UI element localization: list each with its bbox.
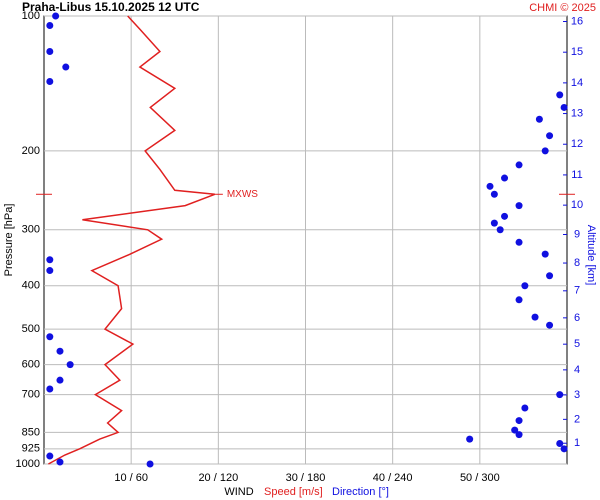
direction-point [56,376,64,384]
y2-axis-label: Altitude [km] [585,225,597,286]
x-tick-label: 20 / 120 [198,472,238,484]
y2-tick-label: 14 [571,77,583,89]
y-tick-label: 925 [22,443,40,455]
direction-point [515,296,523,304]
mxws-label: MXWS [227,189,258,200]
y2-tick-label: 15 [571,46,583,58]
y2-tick-label: 11 [571,169,582,181]
direction-point [56,347,64,355]
direction-point [52,12,60,20]
credit: CHMI © 2025 [529,2,596,14]
direction-point [490,219,498,227]
x-tick-label: 10 / 60 [114,472,148,484]
speed-line [48,15,216,465]
direction-point [541,147,549,155]
direction-point [546,321,554,329]
direction-point [531,313,539,321]
legend-direction: Direction [°] [332,486,389,498]
direction-point [546,132,554,140]
direction-point [146,460,154,468]
direction-point [501,212,509,220]
y-tick-label: 300 [22,224,40,236]
y-tick-label: 400 [22,280,40,292]
direction-point [490,190,498,198]
y-tick-label: 700 [22,389,40,401]
y2-tick-label: 8 [574,257,580,269]
direction-point [486,182,494,190]
y2-tick-label: 2 [574,413,580,425]
direction-point [535,115,543,123]
y2-tick-label: 1 [574,437,580,449]
y2-tick-label: 12 [571,138,583,150]
direction-point [496,226,504,234]
legend-speed: Speed [m/s] [264,486,323,498]
y-axis-label: Pressure [hPa] [3,204,15,277]
y2-tick-label: 10 [571,199,583,211]
y2-tick-label: 9 [574,228,580,240]
y2-tick-label: 6 [574,312,580,324]
direction-point [515,202,523,210]
y-tick-label: 1000 [16,458,40,470]
direction-point [466,435,474,443]
direction-point [46,267,54,275]
direction-point [560,103,568,111]
y2-tick-label: 5 [574,338,580,350]
direction-point [541,250,549,258]
y2-tick-label: 7 [574,285,580,297]
x-tick-label: 50 / 300 [460,472,500,484]
direction-point [556,391,564,399]
y-tick-label: 200 [22,145,40,157]
direction-point [56,458,64,466]
y-tick-label: 100 [22,10,40,22]
direction-point [515,417,523,425]
direction-point [46,452,54,460]
y-tick-label: 850 [22,426,40,438]
x-tick-label: 30 / 180 [286,472,326,484]
direction-point [521,404,529,412]
direction-point [521,282,529,290]
direction-point [501,174,509,182]
direction-point [515,431,523,439]
x-tick-label: 40 / 240 [373,472,413,484]
direction-point [560,445,568,453]
direction-point [62,63,70,71]
direction-point [46,21,54,29]
direction-point [46,256,54,264]
x-axis-label: WIND [224,486,253,498]
y2-tick-label: 13 [571,107,583,119]
direction-point [46,333,54,341]
direction-point [46,47,54,55]
direction-point [515,238,523,246]
y-tick-label: 600 [22,359,40,371]
y-tick-label: 500 [22,323,40,335]
y2-tick-label: 3 [574,389,580,401]
direction-point [556,440,564,448]
direction-point [46,77,54,85]
chart-title: Praha-Libus 15.10.2025 12 UTC [22,0,200,14]
direction-point [46,385,54,393]
direction-point [511,426,519,434]
direction-point [66,361,74,369]
direction-point [556,91,564,99]
direction-point [515,161,523,169]
y2-tick-label: 16 [571,15,583,27]
direction-point [546,272,554,280]
y2-tick-label: 4 [574,364,580,376]
